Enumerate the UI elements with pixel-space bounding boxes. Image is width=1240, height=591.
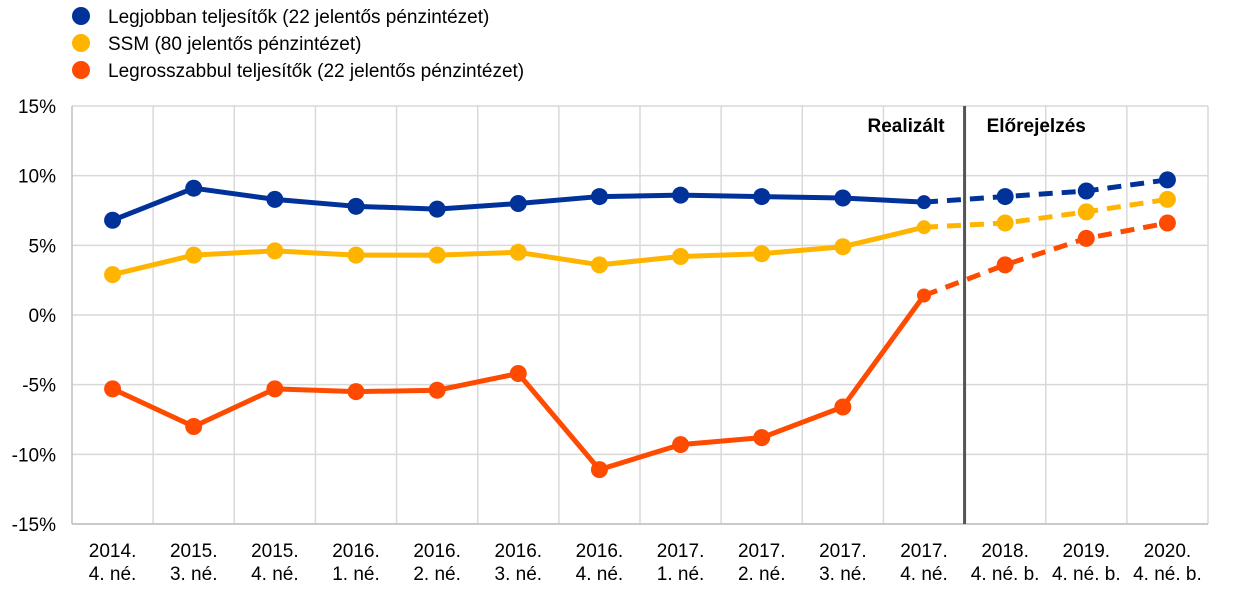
data-point bbox=[185, 179, 203, 197]
y-tick-label: -5% bbox=[22, 376, 56, 397]
data-point bbox=[509, 195, 527, 213]
x-tick-label: 4. né. b. bbox=[1052, 564, 1121, 585]
data-point bbox=[104, 266, 122, 284]
data-point bbox=[347, 246, 365, 264]
x-tick-label: 2015. bbox=[170, 541, 218, 562]
data-point bbox=[1158, 190, 1176, 208]
x-tick-label: 2017. bbox=[657, 541, 705, 562]
y-axis-ticks: -15% -10% -5% 0% 5% 10% 15% bbox=[12, 97, 56, 536]
x-tick-label: 3. né. bbox=[170, 564, 218, 585]
x-tick-label: 2019. bbox=[1063, 541, 1111, 562]
x-tick-label: 2016. bbox=[495, 541, 543, 562]
x-tick-label: 4. né. b. bbox=[1133, 564, 1202, 585]
annotation-realized: Realizált bbox=[867, 116, 945, 137]
y-tick-label: 15% bbox=[18, 97, 56, 118]
data-point bbox=[266, 190, 284, 208]
data-point bbox=[266, 242, 284, 260]
data-point bbox=[834, 398, 852, 416]
series-group bbox=[104, 171, 1176, 479]
x-tick-label: 4. né. bbox=[89, 564, 137, 585]
x-tick-label: 2020. bbox=[1144, 541, 1192, 562]
x-tick-label: 2016. bbox=[332, 541, 380, 562]
x-tick-label: 3. né. bbox=[819, 564, 867, 585]
series-2 bbox=[104, 214, 1176, 479]
legend-marker bbox=[72, 34, 90, 52]
x-tick-label: 4. né. bbox=[900, 564, 948, 585]
x-tick-label: 2. né. bbox=[413, 564, 461, 585]
legend-label: Legjobban teljesítők (22 jelentős pénzin… bbox=[108, 7, 489, 28]
data-point bbox=[1077, 182, 1095, 200]
data-point bbox=[590, 461, 608, 479]
annotation-forecast: Előrejelzés bbox=[987, 116, 1086, 137]
data-point bbox=[1077, 203, 1095, 221]
grid-lines bbox=[72, 105, 1209, 525]
data-point bbox=[917, 288, 931, 303]
x-tick-label: 2017. bbox=[738, 541, 786, 562]
data-point bbox=[1077, 229, 1095, 247]
x-tick-label: 1. né. bbox=[657, 564, 705, 585]
y-tick-label: -15% bbox=[12, 515, 56, 536]
x-tick-label: 2. né. bbox=[738, 564, 786, 585]
data-point bbox=[185, 417, 203, 435]
x-tick-label: 2017. bbox=[900, 541, 948, 562]
data-point bbox=[428, 200, 446, 218]
x-tick-label: 4. né. bbox=[576, 564, 624, 585]
data-point bbox=[1158, 171, 1176, 189]
legend-label: SSM (80 jelentős pénzintézet) bbox=[108, 34, 361, 55]
data-point bbox=[672, 436, 690, 454]
series-line-forecast bbox=[923, 220, 1168, 298]
legend-label: Legrosszabbul teljesítők (22 jelentős pé… bbox=[108, 61, 524, 82]
data-point bbox=[672, 247, 690, 265]
x-tick-label: 2014. bbox=[89, 541, 137, 562]
data-point bbox=[590, 256, 608, 274]
data-point bbox=[185, 246, 203, 264]
data-point bbox=[1158, 214, 1176, 232]
data-point bbox=[996, 188, 1014, 206]
data-point bbox=[590, 188, 608, 206]
data-point bbox=[509, 365, 527, 383]
x-tick-label: 1. né. bbox=[332, 564, 380, 585]
data-point bbox=[509, 243, 527, 261]
data-point bbox=[753, 429, 771, 447]
y-tick-label: 5% bbox=[29, 236, 57, 257]
data-point bbox=[996, 256, 1014, 274]
x-tick-label: 2018. bbox=[981, 541, 1029, 562]
axes bbox=[71, 106, 1208, 525]
x-tick-label: 3. né. bbox=[495, 564, 543, 585]
data-point bbox=[672, 186, 690, 204]
x-tick-label: 2016. bbox=[576, 541, 624, 562]
series-line-forecast bbox=[923, 177, 1168, 205]
data-point bbox=[834, 189, 852, 207]
data-point bbox=[104, 211, 122, 229]
data-point bbox=[347, 197, 365, 215]
data-point bbox=[428, 246, 446, 264]
x-tick-label: 2017. bbox=[819, 541, 867, 562]
data-point bbox=[996, 214, 1014, 232]
y-tick-label: 10% bbox=[18, 167, 56, 188]
data-point bbox=[753, 188, 771, 206]
data-point bbox=[104, 380, 122, 398]
data-point bbox=[266, 380, 284, 398]
x-tick-label: 2016. bbox=[413, 541, 461, 562]
series-0 bbox=[104, 171, 1176, 229]
data-point bbox=[753, 245, 771, 263]
data-point bbox=[347, 383, 365, 401]
y-tick-label: 0% bbox=[29, 306, 57, 327]
legend: Legjobban teljesítők (22 jelentős pénzin… bbox=[72, 7, 524, 82]
x-tick-label: 4. né. b. bbox=[971, 564, 1040, 585]
x-tick-label: 2015. bbox=[251, 541, 299, 562]
data-point bbox=[917, 220, 931, 235]
data-point bbox=[834, 238, 852, 256]
series-1 bbox=[104, 190, 1176, 284]
x-axis-ticks: 2014.4. né.2015.3. né.2015.4. né.2016.1.… bbox=[89, 541, 1202, 585]
legend-marker bbox=[72, 7, 90, 25]
data-point bbox=[917, 195, 931, 210]
data-point bbox=[428, 381, 446, 399]
series-line-forecast bbox=[923, 196, 1168, 230]
legend-marker bbox=[72, 61, 90, 79]
x-tick-label: 4. né. bbox=[251, 564, 299, 585]
y-tick-label: -10% bbox=[12, 445, 56, 466]
